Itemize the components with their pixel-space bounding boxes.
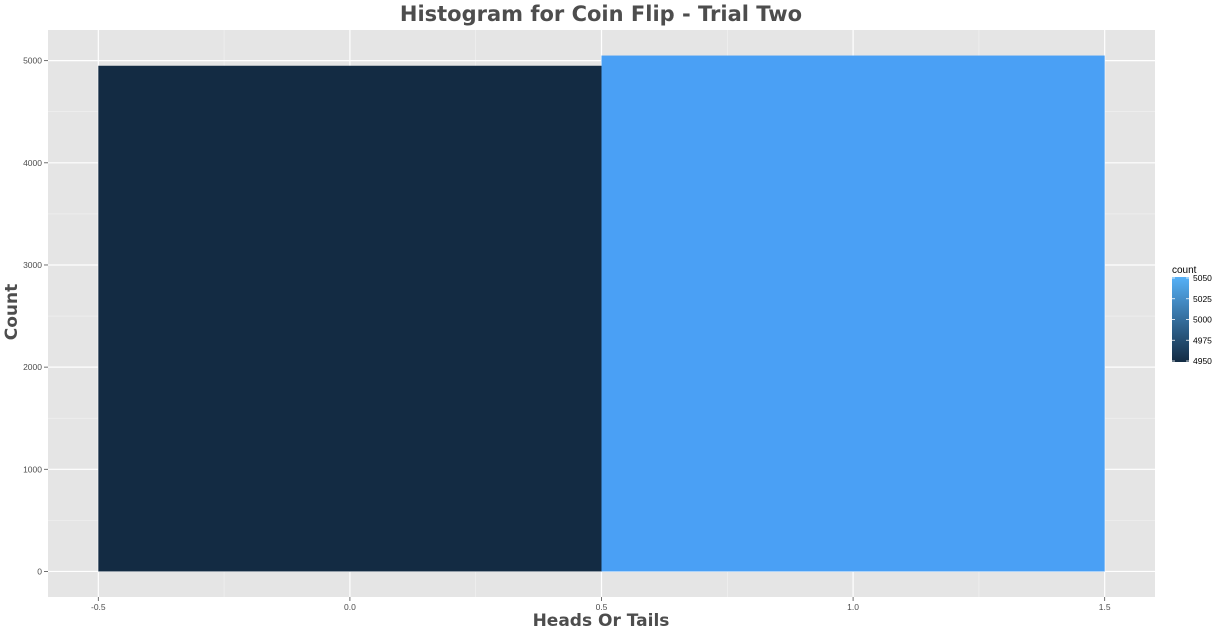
chart-title: Histogram for Coin Flip - Trial Two <box>399 2 803 26</box>
bars <box>98 55 1105 572</box>
y-tick-label: 2000 <box>23 362 42 372</box>
x-tick-label: 1.5 <box>1099 602 1111 612</box>
legend-tick-label: 4975 <box>1193 335 1212 345</box>
axes: 0 1000 2000 3000 4000 5000 -0.5 0.0 0.5 1.0 1.5 <box>23 56 1111 612</box>
histogram-bar <box>98 65 602 572</box>
legend-tick-label: 5000 <box>1193 315 1212 325</box>
y-tick-label: 4000 <box>23 158 42 168</box>
x-tick-label: 1.0 <box>847 602 859 612</box>
legend-tick-label: 5025 <box>1193 294 1212 304</box>
legend-tick-label: 5050 <box>1193 273 1212 283</box>
y-tick-label: 0 <box>37 566 42 576</box>
legend-colorbar <box>1172 277 1189 362</box>
x-tick-label: 0.0 <box>344 602 356 612</box>
x-axis-title: Heads Or Tails <box>532 611 670 631</box>
legend-title: count <box>1172 265 1197 276</box>
y-tick-label: 5000 <box>23 56 42 66</box>
x-tick-label: -0.5 <box>91 602 106 612</box>
y-tick-label: 3000 <box>23 260 42 270</box>
legend-tick-label: 4950 <box>1193 356 1212 366</box>
legend: count 4950 4975 5000 5025 5050 <box>1172 265 1212 366</box>
histogram-bar <box>601 55 1105 572</box>
y-tick-label: 1000 <box>23 464 42 474</box>
x-tick-label: 0.5 <box>596 602 608 612</box>
